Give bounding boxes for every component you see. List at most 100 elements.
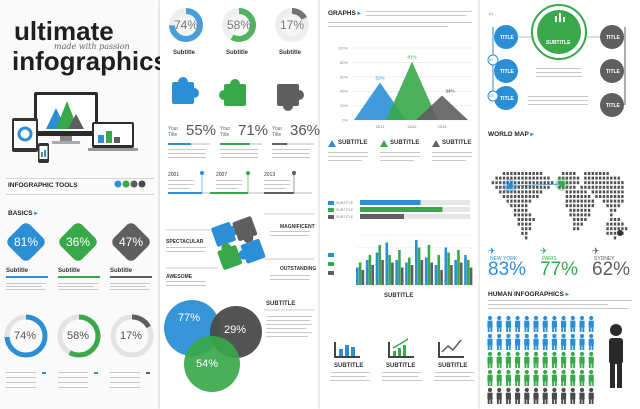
vbar: [466, 260, 470, 285]
legend-swatch: [328, 271, 334, 275]
map-dot: [547, 185, 550, 189]
vbar: [424, 257, 428, 285]
person-icon: [496, 333, 502, 350]
person-icon: [570, 351, 576, 368]
circle-center-label: SUBTITLE: [546, 40, 571, 46]
map-dot: [621, 190, 624, 194]
map-dot: [610, 231, 613, 235]
map-dot: [510, 176, 513, 180]
map-dot: [613, 195, 617, 198]
bar-fill: [220, 143, 250, 145]
person-icon: [570, 387, 576, 404]
peak-label: 52%: [375, 76, 384, 81]
puzzle-cluster: [166, 213, 314, 286]
title-progress-bars: [168, 143, 314, 158]
map-dot: [573, 222, 576, 226]
title-percent: 36%: [290, 122, 320, 139]
person-icon: [496, 315, 502, 332]
map-dot: [499, 176, 502, 180]
person-icon: [524, 369, 530, 386]
map-dot: [587, 176, 591, 180]
map-dot: [569, 190, 572, 194]
map-dot: [610, 204, 613, 208]
graphs-heading: GRAPHS ▸: [328, 10, 361, 17]
map-dot: [499, 190, 502, 194]
subtitle: SUBTITLE: [390, 140, 420, 146]
airplane-icon: ✈: [488, 247, 496, 257]
map-dot: [528, 213, 532, 217]
text-line: [220, 153, 258, 154]
map-dot: [513, 172, 517, 175]
map-dot: [569, 195, 572, 198]
city-icons: ✈ ✈ ✈: [488, 247, 600, 257]
map-dot: [517, 213, 520, 217]
hbar-swatch: [328, 208, 334, 212]
map-dot: [525, 172, 528, 175]
person-icon: [505, 387, 511, 404]
person-icon: [533, 369, 539, 386]
person-icon: [588, 333, 594, 350]
map-dot: [547, 181, 550, 185]
subtitle: Subtitle: [6, 268, 28, 274]
map-dot: [510, 190, 513, 194]
label-magnificent: MAGNIFICENT: [280, 224, 315, 230]
map-dot: [517, 222, 520, 226]
venn-value: 77%: [178, 312, 201, 324]
map-dot: [576, 227, 580, 231]
map-dot: [525, 181, 528, 185]
text-line: [168, 149, 206, 150]
panel-intro: ultimate made with passion infographics: [0, 0, 160, 409]
map-dot: [525, 231, 528, 235]
label-outstanding: OUTSTANDING: [280, 266, 317, 272]
diamond-value: 47%: [119, 235, 144, 249]
year-label: 2012: [408, 124, 418, 129]
map-dot: [606, 195, 609, 198]
map-dot: [521, 190, 524, 194]
map-dot: [521, 208, 524, 212]
map-dot: [521, 231, 524, 235]
step-number: 01: [489, 11, 494, 16]
map-dot: [580, 213, 583, 217]
map-dot: [562, 185, 565, 189]
map-dot: [528, 190, 532, 194]
person-icon: [533, 315, 539, 332]
map-dot: [562, 172, 565, 175]
map-dot: [502, 172, 506, 175]
person-icon: [524, 315, 530, 332]
big-person-icon: [609, 324, 623, 388]
map-dot: [528, 176, 532, 180]
map-dot: [528, 218, 532, 221]
step-number: 03: [489, 93, 494, 98]
map-dot: [576, 213, 580, 217]
ring-arc: [110, 314, 154, 358]
map-dot: [610, 208, 613, 212]
person-icon: [579, 351, 585, 368]
person-icon: [561, 387, 567, 404]
vbar: [447, 252, 450, 285]
text-line: [220, 157, 258, 158]
y-tick-label: 0%: [342, 118, 348, 123]
puzzle-piece-icon: [277, 84, 304, 111]
ring-arc: [57, 314, 101, 358]
subtitle: Subtitle: [173, 50, 195, 56]
person-icon: [588, 369, 594, 386]
map-dot: [573, 204, 576, 208]
map-dot: [624, 227, 628, 231]
map-dot: [525, 199, 528, 203]
person-icon: [515, 333, 521, 350]
map-dot: [591, 199, 594, 203]
map-dot: [547, 176, 550, 180]
map-dot: [610, 213, 613, 217]
map-dot: [621, 227, 624, 231]
map-dot: [517, 176, 520, 180]
map-marker: [617, 230, 623, 236]
person-icon: [551, 387, 557, 404]
map-dot: [502, 185, 506, 189]
map-dot: [536, 176, 539, 180]
map-dot: [502, 195, 506, 198]
person-icon: [588, 387, 594, 404]
vbar: [407, 257, 411, 285]
text-line: [272, 149, 310, 150]
map-dot: [576, 204, 580, 208]
map-dot: [576, 222, 580, 226]
